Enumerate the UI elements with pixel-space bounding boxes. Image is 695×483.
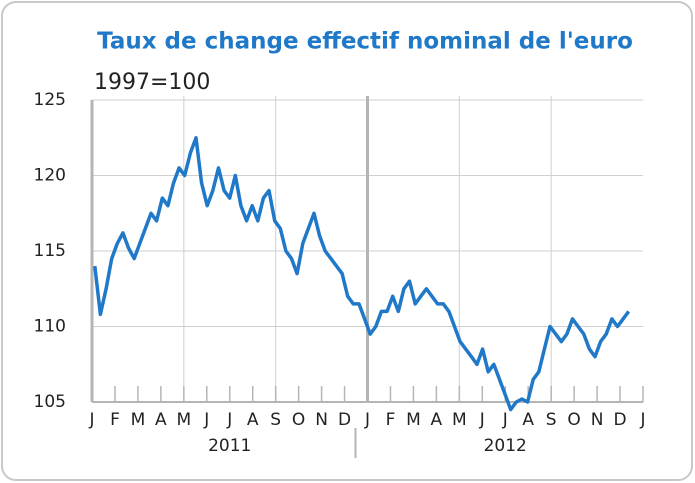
x-tick-label: J xyxy=(88,410,94,430)
data-line xyxy=(93,136,631,412)
x-tick-label: N xyxy=(315,410,328,430)
x-tick-label: D xyxy=(338,410,351,430)
x-tick-label: J xyxy=(364,410,370,430)
x-tick-label: J xyxy=(479,410,485,430)
x-tick-label: M xyxy=(176,410,191,430)
chart-title: Taux de change effectif nominal de l'eur… xyxy=(97,29,633,55)
y-tick-label: 115 xyxy=(34,241,66,261)
x-tick-label: O xyxy=(292,410,305,430)
subtitle: 1997=100 xyxy=(94,70,210,95)
x-tick-label: N xyxy=(591,410,604,430)
x-tick-label: D xyxy=(613,410,626,430)
x-tick-label: A xyxy=(522,410,534,430)
x-tick-label: J xyxy=(203,410,209,430)
x-tick-label: A xyxy=(431,410,443,430)
y-tick-label: 105 xyxy=(34,392,66,412)
x-tick-label: F xyxy=(110,410,120,430)
x-tick-label: M xyxy=(131,410,146,430)
x-tick-label: M xyxy=(452,410,467,430)
x-tick-label: S xyxy=(270,410,281,430)
x-tick-label: M xyxy=(406,410,421,430)
x-tick-label: J xyxy=(226,410,232,430)
x-tick-label: J xyxy=(639,410,645,430)
x-tick-label: A xyxy=(247,410,259,430)
year-label: 2011 xyxy=(208,436,251,456)
y-tick-label: 125 xyxy=(34,90,66,110)
y-tick-label: 110 xyxy=(34,317,66,337)
x-tick-label: O xyxy=(567,410,580,430)
year-label: 2012 xyxy=(484,436,527,456)
x-tick-label: J xyxy=(502,410,508,430)
x-tick-label: S xyxy=(546,410,557,430)
y-tick-label: 120 xyxy=(34,166,66,186)
x-tick-label: F xyxy=(386,410,396,430)
x-tick-label: A xyxy=(155,410,167,430)
